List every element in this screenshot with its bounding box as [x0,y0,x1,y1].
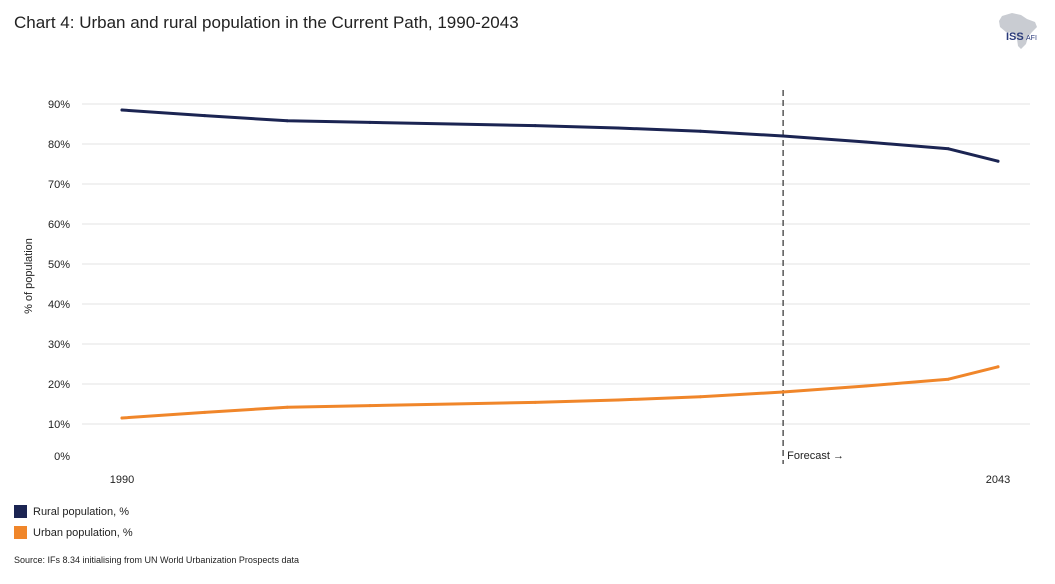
urban-population-line [120,365,1000,420]
rural-data-point [285,119,289,123]
legend-swatch-urban [14,526,27,539]
y-tick-label: 10% [48,419,70,431]
rural-data-point [533,124,537,128]
legend-item-rural: Rural population, % [14,505,129,518]
y-tick-label: 50% [48,259,70,271]
urban-data-point [451,402,455,406]
x-axis-ticks: 1990 2043 [110,474,1010,486]
urban-data-point [285,405,289,409]
y-axis-label: % of population [23,238,35,314]
rural-data-point [120,108,124,112]
urban-data-point [120,416,124,420]
rural-data-point [946,147,950,151]
rural-data-point [781,134,785,138]
chart-title: Chart 4: Urban and rural population in t… [14,13,519,32]
y-tick-label: 30% [48,339,70,351]
rural-population-line [120,108,1000,163]
rural-data-point [203,114,207,118]
y-tick-label: 20% [48,379,70,391]
forecast-marker: Forecast → [782,90,844,464]
source-note: Source: IFs 8.34 initialising from UN Wo… [14,555,299,565]
urban-data-point [616,398,620,402]
rural-data-point [996,159,1000,163]
urban-data-point [533,400,537,404]
rural-data-point [368,120,372,124]
y-tick-label: 80% [48,139,70,151]
series-lines [120,108,1000,420]
rural-data-point [451,122,455,126]
x-tick-label: 2043 [986,474,1010,486]
y-tick-label: 0% [54,451,70,463]
legend-item-urban: Urban population, % [14,526,133,539]
legend-label-rural: Rural population, % [33,505,130,518]
rural-data-point [864,140,868,144]
urban-data-point [368,404,372,408]
logo-sub: AFI [1026,35,1037,42]
legend-swatch-rural [14,505,27,518]
logo-name: ISS [1006,31,1024,43]
y-axis-ticks: 0% 10% 20% 30% 40% 50% 60% 70% 80% 90% [48,99,70,463]
africa-map-icon [999,13,1037,49]
urban-data-point [864,384,868,388]
y-tick-label: 70% [48,179,70,191]
legend-label-urban: Urban population, % [33,526,133,539]
gridlines [82,103,1030,425]
urban-data-point [946,377,950,381]
urban-data-point [996,365,1000,369]
y-tick-label: 90% [48,99,70,111]
x-tick-label: 1990 [110,474,134,486]
y-tick-label: 40% [48,299,70,311]
forecast-label: Forecast → [787,450,844,462]
rural-data-point [616,126,620,130]
urban-data-point [781,390,785,394]
line-chart: 0% 10% 20% 30% 40% 50% 60% 70% 80% 90% 1990 2043 %… [23,90,1030,486]
iss-afi-logo: ISS AFI [999,13,1037,49]
y-tick-label: 60% [48,219,70,231]
urban-data-point [203,410,207,414]
urban-data-point [698,395,702,399]
rural-data-point [698,129,702,133]
